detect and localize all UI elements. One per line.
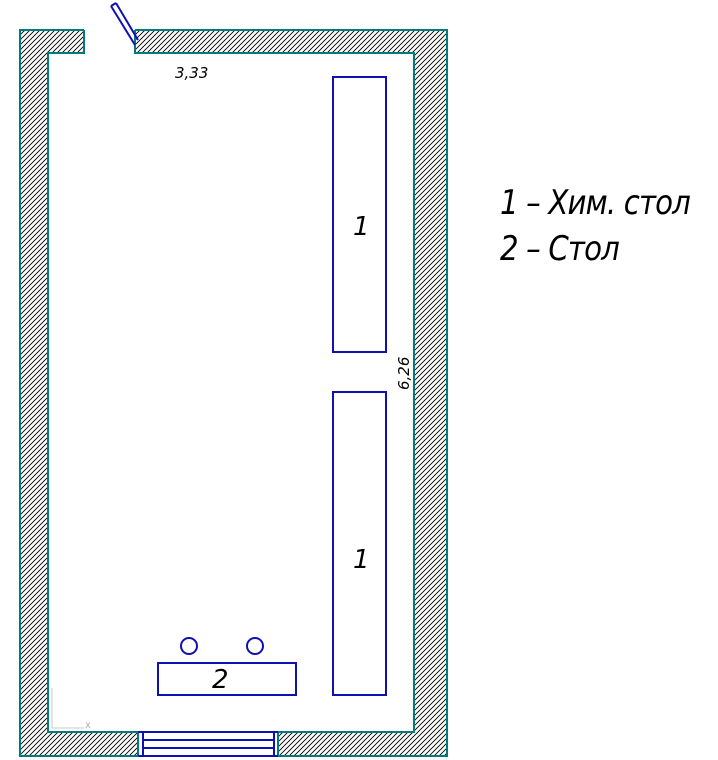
dimension-width-label: 3,33 — [175, 64, 208, 82]
chem-table-top: 1 — [332, 76, 387, 353]
wall-top-left — [20, 30, 84, 53]
dimension-length-label: 6,26 — [395, 357, 413, 390]
wall-bottom-left — [20, 732, 138, 756]
wall-top-right — [135, 30, 447, 53]
legend: 1 – Хим. стол 2 – Стол — [500, 180, 691, 272]
chem-table-bottom-label: 1 — [353, 545, 370, 575]
door-top — [110, 2, 139, 46]
chair-left — [180, 637, 198, 655]
wall-outline-outer — [19, 29, 448, 757]
chem-table-bottom: 1 — [332, 391, 387, 696]
axis-marker: x — [51, 688, 91, 731]
legend-line-1: 1 – Хим. стол — [500, 183, 691, 223]
window-bottom — [138, 731, 278, 757]
wall-left — [20, 30, 48, 756]
chem-table-top-label: 1 — [353, 212, 370, 242]
table-label: 2 — [212, 665, 229, 695]
chair-right — [246, 637, 264, 655]
legend-line-2: 2 – Стол — [500, 229, 620, 269]
wall-bottom-right — [278, 732, 447, 756]
walls — [19, 29, 448, 757]
wall-right — [414, 30, 447, 756]
axis-x-label: x — [85, 720, 91, 731]
table — [157, 662, 297, 696]
wall-outline-inner — [47, 30, 415, 756]
table-with-chairs: 2 — [157, 637, 297, 696]
